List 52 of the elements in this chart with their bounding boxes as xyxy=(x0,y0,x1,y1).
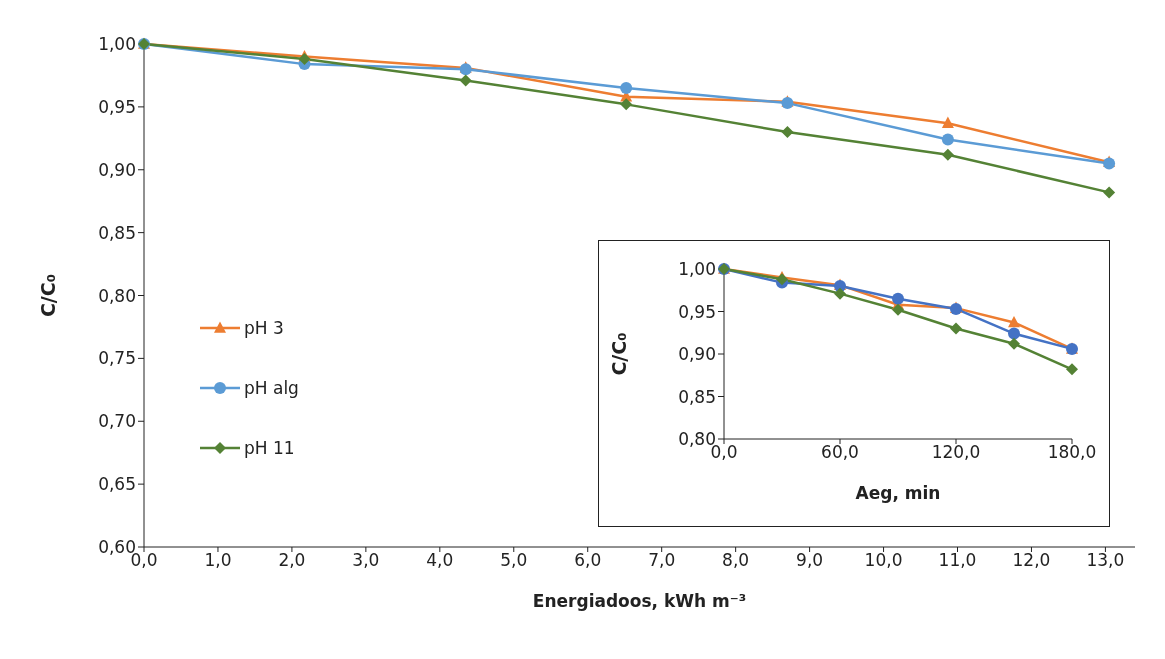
point xyxy=(1008,337,1020,350)
x-tick-label: 120,0 xyxy=(931,442,981,463)
x-axis-title: Energiadoos, kWh m⁻³ xyxy=(532,591,747,611)
point xyxy=(1008,315,1020,328)
y-tick-label: 0,65 xyxy=(98,474,136,495)
x-tick-label: 9,0 xyxy=(796,550,824,571)
x-tick-label: 8,0 xyxy=(722,550,750,571)
point xyxy=(620,82,633,95)
y-axis-title: C/C₀ xyxy=(607,332,630,376)
x-tick-label: 4,0 xyxy=(426,550,454,571)
x-tick-label: 2,0 xyxy=(278,550,306,571)
y-axis-title: C/C₀ xyxy=(36,273,59,318)
legend-label: pH alg xyxy=(244,378,299,398)
y-tick-label: 0,90 xyxy=(98,159,136,180)
point xyxy=(950,322,962,335)
x-tick-label: 11,0 xyxy=(938,550,977,571)
point xyxy=(1066,363,1078,376)
x-axis-title: Aeg, min xyxy=(855,483,941,503)
x-tick-label: 3,0 xyxy=(352,550,380,571)
x-tick-label: 60,0 xyxy=(821,442,859,463)
y-tick-label: 0,70 xyxy=(98,411,136,432)
y-tick-label: 0,85 xyxy=(678,386,716,407)
point xyxy=(459,74,472,87)
y-tick-label: 0,95 xyxy=(678,301,716,322)
point xyxy=(298,53,311,66)
legend-label: pH 11 xyxy=(244,438,295,458)
point xyxy=(941,116,954,129)
x-tick-label: 180,0 xyxy=(1047,442,1097,463)
point xyxy=(1103,186,1116,199)
y-tick-label: 1,00 xyxy=(98,34,136,55)
point xyxy=(941,148,954,161)
y-tick-label: 0,90 xyxy=(678,344,716,365)
point xyxy=(941,133,954,146)
point xyxy=(892,303,904,316)
point xyxy=(834,287,846,300)
point xyxy=(620,98,633,111)
x-tick-label: 13,0 xyxy=(1086,550,1125,571)
x-tick-label: 10,0 xyxy=(864,550,903,571)
point xyxy=(1008,327,1020,340)
x-tick-label: 7,0 xyxy=(648,550,676,571)
x-tick-label: 12,0 xyxy=(1012,550,1051,571)
x-tick-label: 6,0 xyxy=(574,550,602,571)
legend-label: pH 3 xyxy=(244,318,284,338)
point xyxy=(781,126,794,139)
y-tick-label: 0,75 xyxy=(98,348,136,369)
x-tick-label: 1,0 xyxy=(204,550,232,571)
point xyxy=(892,292,904,305)
y-tick-label: 0,80 xyxy=(98,285,136,306)
x-tick-label: 5,0 xyxy=(500,550,528,571)
y-tick-label: 1,00 xyxy=(678,259,716,280)
y-tick-label: 0,85 xyxy=(98,222,136,243)
y-tick-label: 0,95 xyxy=(98,96,136,117)
